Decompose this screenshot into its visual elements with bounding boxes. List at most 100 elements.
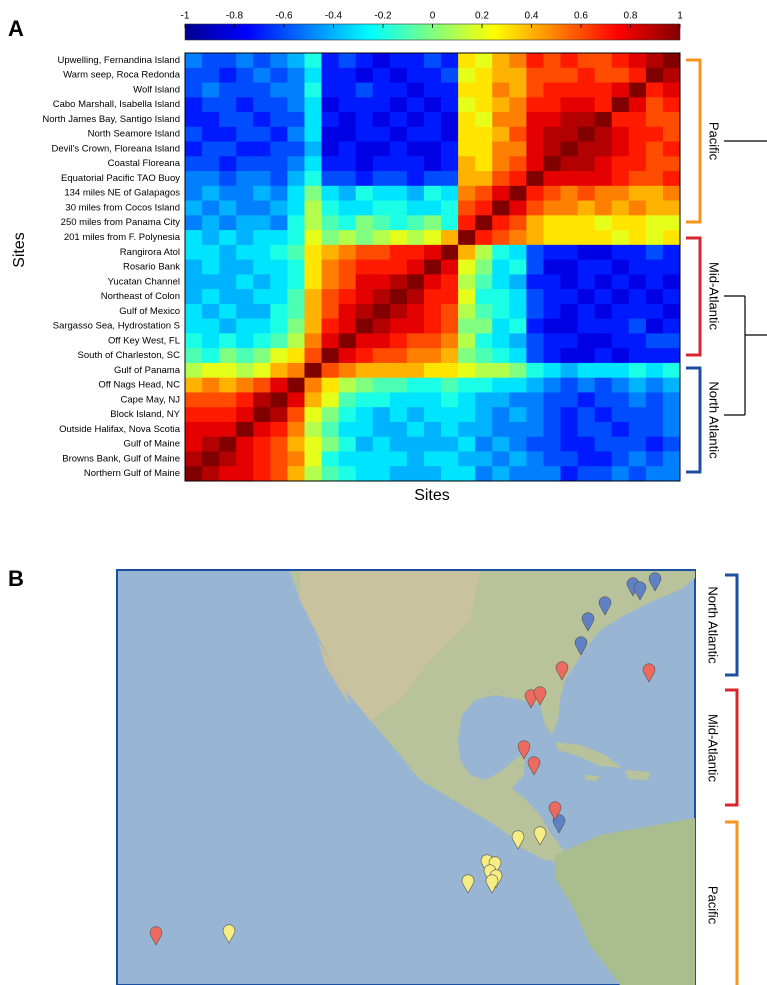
heat-cell — [407, 333, 425, 348]
heat-cell — [390, 112, 408, 127]
heat-cell — [202, 304, 220, 319]
heat-cell — [407, 230, 425, 245]
heat-cell — [492, 215, 510, 230]
heat-cell — [304, 201, 322, 216]
heat-cell — [492, 333, 510, 348]
heat-cell — [373, 392, 391, 407]
heat-cell — [629, 127, 647, 142]
heat-cell — [492, 127, 510, 142]
heat-cell — [253, 407, 271, 422]
heat-cell — [663, 363, 681, 378]
heat-cell — [612, 215, 630, 230]
brackets — [725, 575, 737, 985]
row-label: Northern Gulf of Maine — [84, 468, 180, 479]
heat-cell — [322, 171, 340, 186]
heat-cell — [543, 260, 561, 275]
heat-cell — [475, 260, 493, 275]
heat-cell — [629, 348, 647, 363]
heat-cell — [475, 171, 493, 186]
heat-cell — [270, 466, 288, 481]
heat-cell — [646, 422, 664, 437]
heat-cell — [543, 348, 561, 363]
heat-cell — [543, 245, 561, 260]
heat-cell — [407, 363, 425, 378]
heat-cell — [663, 230, 681, 245]
heat-cell — [441, 142, 459, 157]
heat-cell — [185, 407, 203, 422]
heat-cell — [543, 53, 561, 68]
heat-cell — [595, 112, 613, 127]
heat-cell — [475, 451, 493, 466]
heat-cell — [458, 68, 476, 83]
heat-cell — [543, 274, 561, 289]
heat-cell — [287, 201, 305, 216]
heat-cell — [509, 156, 527, 171]
heat-cell — [202, 245, 220, 260]
heat-cell — [561, 230, 579, 245]
heat-cell — [629, 451, 647, 466]
heat-cell — [646, 230, 664, 245]
heat-cell — [373, 156, 391, 171]
heat-cell — [304, 333, 322, 348]
heat-cell — [492, 437, 510, 452]
heat-cell — [270, 112, 288, 127]
heat-cell — [236, 245, 254, 260]
heat-cell — [543, 333, 561, 348]
heat-cell — [270, 407, 288, 422]
heat-cell — [475, 333, 493, 348]
heat-cell — [543, 142, 561, 157]
heat-cell — [202, 201, 220, 216]
heat-cell — [339, 407, 357, 422]
heat-cell — [595, 68, 613, 83]
heat-cell — [287, 230, 305, 245]
heat-cell — [253, 245, 271, 260]
heat-cell — [287, 97, 305, 112]
heat-cell — [253, 127, 271, 142]
heat-cell — [202, 333, 220, 348]
heat-cell — [373, 230, 391, 245]
heat-cell — [663, 112, 681, 127]
heat-cell — [475, 245, 493, 260]
heat-cell — [441, 83, 459, 98]
heat-cell — [646, 274, 664, 289]
heat-cell — [561, 304, 579, 319]
heat-cell — [390, 230, 408, 245]
heat-cell — [390, 171, 408, 186]
heat-cell — [629, 289, 647, 304]
heat-cell — [339, 363, 357, 378]
heat-cell — [578, 186, 596, 201]
heat-cell — [356, 319, 374, 334]
heat-cell — [646, 156, 664, 171]
heat-cell — [202, 53, 220, 68]
heat-cell — [475, 127, 493, 142]
heat-cell — [304, 289, 322, 304]
heat-cell — [185, 68, 203, 83]
heat-cell — [424, 451, 442, 466]
heat-cell — [458, 156, 476, 171]
heat-cell — [253, 112, 271, 127]
heat-cell — [612, 260, 630, 275]
heat-cell — [236, 304, 254, 319]
heat-cell — [475, 142, 493, 157]
row-label: Cape May, NJ — [121, 394, 181, 405]
heat-cell — [595, 171, 613, 186]
heat-cell — [339, 83, 357, 98]
heat-cell — [526, 333, 544, 348]
heat-cell — [373, 171, 391, 186]
heat-cell — [373, 451, 391, 466]
heat-cell — [270, 260, 288, 275]
heat-cell — [270, 83, 288, 98]
heat-cell — [595, 53, 613, 68]
heat-cell — [629, 363, 647, 378]
heat-cell — [185, 451, 203, 466]
heat-cell — [236, 422, 254, 437]
heat-cell — [270, 363, 288, 378]
heat-cell — [356, 260, 374, 275]
heat-cell — [253, 186, 271, 201]
heat-cell — [219, 201, 237, 216]
heat-cell — [629, 407, 647, 422]
heat-cell — [492, 304, 510, 319]
heat-cell — [339, 127, 357, 142]
heat-cell — [356, 245, 374, 260]
heat-cell — [475, 392, 493, 407]
